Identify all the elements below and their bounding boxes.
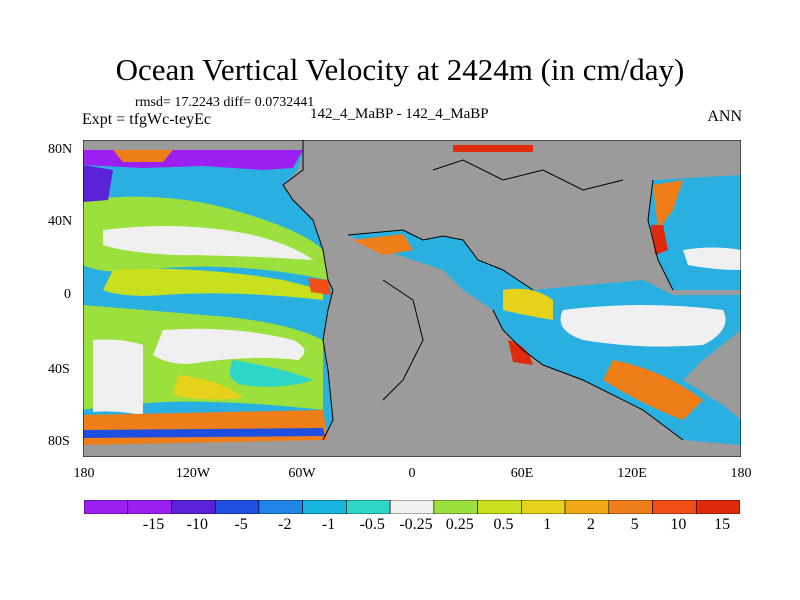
colorbar-box (127, 500, 172, 514)
ocean-south-yellow (173, 375, 243, 400)
coastline-eurasia (432, 159, 624, 191)
stats-label: rmsd= 17.2243 diff= 0.0732441 (135, 95, 315, 110)
colorbar-box (564, 500, 610, 514)
plot-title: Ocean Vertical Velocity at 2424m (in cm/… (115, 52, 685, 87)
y-tick-0: 0 (64, 287, 71, 302)
colorbar-label: 0.5 (493, 516, 514, 533)
colorbar-box (258, 500, 303, 514)
colorbar-box (346, 500, 391, 514)
coastline-indian (492, 309, 684, 441)
ocean-indian-red (508, 340, 533, 365)
y-tick-80s: 80S (48, 434, 70, 449)
x-tick-0: 0 (408, 466, 416, 481)
colorbar-label: 1 (543, 516, 552, 533)
colorbar-box (695, 500, 740, 514)
y-tick-40s: 40S (48, 362, 70, 377)
southern-ocean-band-blue (83, 428, 325, 438)
colorbar-box (84, 500, 129, 514)
colorbar-box (521, 500, 566, 514)
x-tick-120w: 120W (175, 466, 211, 481)
coastline-africa-south (382, 279, 424, 401)
coastline-americas (282, 140, 334, 441)
colorbar-box (302, 500, 347, 514)
colorbar-label: 10 (670, 516, 687, 533)
ocean-north-atlantic (353, 234, 413, 255)
colorbar-label: -5 (234, 516, 248, 533)
x-tick-180w: 180 (73, 466, 95, 481)
pacific-west-boundary (83, 165, 113, 202)
colorbar-box (214, 500, 260, 514)
ocean-pacific-east-orange (653, 180, 683, 230)
ocean-band-white (103, 226, 313, 260)
coastline-africa-north (347, 229, 534, 291)
colorbar-label: -10 (186, 516, 208, 533)
colorbar-label: -1 (321, 516, 336, 533)
coastline-asia-east (647, 179, 674, 291)
colorbar-label: 0.25 (445, 516, 474, 533)
colorbar-label: -2 (278, 516, 292, 533)
comparison-label: 142_4_MaBP - 142_4_MaBP (310, 106, 489, 122)
ocean-indian-orange (603, 360, 703, 420)
ocean-south-cyan (229, 360, 313, 387)
x-tick-60e: 60E (510, 466, 534, 481)
y-tick-40n: 40N (48, 214, 73, 229)
colorbar-box (389, 500, 435, 514)
colorbar-box (608, 500, 653, 514)
arctic-east (453, 145, 533, 152)
colorbar-box (171, 500, 216, 514)
coastlines (282, 140, 684, 441)
colorbar (84, 500, 740, 514)
ocean-indian-yellow (503, 288, 553, 320)
x-tick-120e: 120E (617, 466, 647, 481)
x-tick-60w: 60W (288, 466, 316, 481)
colorbar-label: -0.5 (359, 516, 385, 533)
colorbar-box (433, 500, 478, 514)
southern-ocean-band (83, 410, 328, 445)
colorbar-label: 2 (586, 516, 595, 533)
ocean-indian-white (560, 305, 726, 347)
x-tick-180e: 180 (730, 466, 752, 481)
colorbar-box (652, 500, 697, 514)
map-panel (83, 140, 741, 457)
arctic-band-orange (113, 150, 173, 162)
colorbar-box (477, 500, 522, 514)
pacific-east-boundary (308, 278, 331, 295)
y-tick-80n: 80N (48, 142, 73, 157)
ocean-south-white-2 (93, 339, 143, 415)
season-label: ANN (707, 108, 742, 125)
colorbar-label: -0.25 (399, 516, 433, 533)
ocean-band-yellow (103, 268, 323, 300)
colorbar-label: -15 (142, 516, 165, 533)
experiment-label: Expt = tfgWc-teyEc (82, 111, 211, 128)
ocean-south-white (153, 328, 305, 364)
colorbar-label: 15 (714, 516, 731, 533)
ocean-pacific-east-white (683, 247, 741, 270)
colorbar-label: 5 (630, 516, 639, 533)
